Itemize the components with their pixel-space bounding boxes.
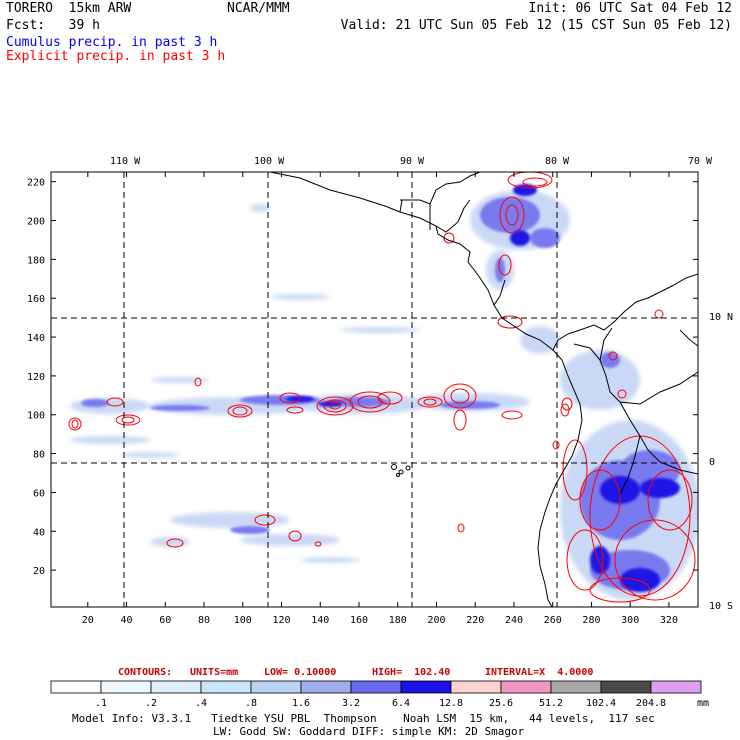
organization-label: NCAR/MMM bbox=[227, 1, 290, 16]
colorbar-label: 1.6 bbox=[292, 698, 310, 709]
x-tick-label: 80 bbox=[198, 615, 210, 626]
y-tick-label: 120 bbox=[27, 372, 45, 383]
lon-label-110w: 110 W bbox=[110, 156, 141, 167]
colorbar-swatch bbox=[200, 680, 252, 694]
forecast-hour: Fcst: 39 h bbox=[6, 18, 100, 33]
physics-info-line: LW: Godd SW: Goddard DIFF: simple KM: 2D… bbox=[213, 725, 525, 738]
y-tick-label: 140 bbox=[27, 333, 45, 344]
colorbar-swatch bbox=[250, 680, 302, 694]
colorbar-swatch bbox=[150, 680, 202, 694]
y-tick-label: 220 bbox=[27, 178, 45, 189]
colorbar-label: .4 bbox=[195, 698, 207, 709]
init-time: Init: 06 UTC Sat 04 Feb 12 bbox=[528, 1, 733, 16]
lon-label-100w: 100 W bbox=[254, 156, 285, 167]
x-tick-label: 200 bbox=[427, 615, 445, 626]
lat-label-0: 0 bbox=[709, 457, 716, 468]
colorbar-label: 204.8 bbox=[636, 698, 666, 709]
colorbar-swatch bbox=[400, 680, 452, 694]
colorbar-swatch bbox=[600, 680, 652, 694]
model-info-line: Model Info: V3.3.1 Tiedtke YSU PBL Thomp… bbox=[72, 712, 655, 725]
x-tick-label: 120 bbox=[272, 615, 290, 626]
x-tick-label: 20 bbox=[82, 615, 94, 626]
contour-interval: INTERVAL=X 4.0000 bbox=[485, 667, 594, 678]
lon-label-80w: 80 W bbox=[545, 156, 570, 167]
y-tick-label: 160 bbox=[27, 294, 45, 305]
x-tick-label: 260 bbox=[544, 615, 562, 626]
contour-low: LOW= 0.10000 bbox=[264, 667, 337, 678]
plot-frame bbox=[50, 171, 699, 608]
colorbar-label: 12.8 bbox=[439, 698, 463, 709]
x-tick-label: 280 bbox=[582, 615, 600, 626]
y-tick-label: 20 bbox=[33, 566, 45, 577]
x-tick-label: 40 bbox=[121, 615, 133, 626]
colorbar-label: 25.6 bbox=[489, 698, 513, 709]
x-tick-label: 300 bbox=[621, 615, 639, 626]
colorbar-swatch bbox=[650, 680, 702, 694]
y-tick-label: 80 bbox=[33, 450, 45, 461]
contour-info-label: CONTOURS: bbox=[118, 667, 173, 678]
x-tick-label: 180 bbox=[389, 615, 407, 626]
colorbar-label: .1 bbox=[95, 698, 107, 709]
x-tick-label: 240 bbox=[505, 615, 523, 626]
precip-colorbar: .1 .2 .4 .8 1.6 3.2 6.4 12.8 25.6 51.2 102.4 204.8 bbox=[50, 680, 702, 709]
colorbar-swatch bbox=[50, 680, 102, 694]
y-tick-label: 40 bbox=[33, 527, 45, 538]
x-tick-label: 100 bbox=[234, 615, 252, 626]
x-tick-label: 160 bbox=[350, 615, 368, 626]
colorbar-swatch bbox=[100, 680, 152, 694]
colorbar-label: 102.4 bbox=[586, 698, 616, 709]
lat-lon-grid bbox=[51, 172, 698, 607]
contour-high: HIGH= 102.40 bbox=[372, 667, 451, 678]
x-tick-label: 220 bbox=[466, 615, 484, 626]
colorbar-label: .8 bbox=[245, 698, 257, 709]
colorbar-swatch bbox=[550, 680, 602, 694]
y-tick-label: 200 bbox=[27, 217, 45, 228]
colorbar-unit: mm bbox=[697, 698, 710, 709]
coastlines bbox=[269, 172, 698, 607]
colorbar-swatch bbox=[350, 680, 402, 694]
cumulus-precip-label: Cumulus precip. in past 3 h bbox=[6, 35, 218, 50]
y-tick-label: 60 bbox=[33, 488, 45, 499]
cumulus-precip-heavy-shading bbox=[286, 184, 680, 592]
lat-label-10n: 10 N bbox=[709, 312, 734, 323]
x-tick-label: 320 bbox=[660, 615, 678, 626]
x-tick-label: 140 bbox=[311, 615, 329, 626]
contour-units: UNITS=mm bbox=[190, 667, 239, 678]
y-tick-label: 180 bbox=[27, 255, 45, 266]
colorbar-label: 3.2 bbox=[342, 698, 360, 709]
lon-label-90w: 90 W bbox=[400, 156, 425, 167]
lat-label-10s: 10 S bbox=[709, 601, 734, 612]
valid-time: Valid: 21 UTC Sun 05 Feb 12 (15 CST Sun … bbox=[340, 18, 732, 33]
model-title: TORERO 15km ARW bbox=[6, 1, 132, 16]
colorbar-swatch bbox=[500, 680, 552, 694]
colorbar-label: 6.4 bbox=[392, 698, 410, 709]
colorbar-swatch bbox=[300, 680, 352, 694]
colorbar-label: .2 bbox=[145, 698, 157, 709]
explicit-precip-label: Explicit precip. in past 3 h bbox=[6, 49, 226, 64]
x-tick-label: 60 bbox=[159, 615, 171, 626]
y-tick-label: 100 bbox=[27, 411, 45, 422]
lon-label-70w: 70 W bbox=[688, 156, 713, 167]
colorbar-label: 51.2 bbox=[539, 698, 563, 709]
colorbar-swatch bbox=[450, 680, 502, 694]
